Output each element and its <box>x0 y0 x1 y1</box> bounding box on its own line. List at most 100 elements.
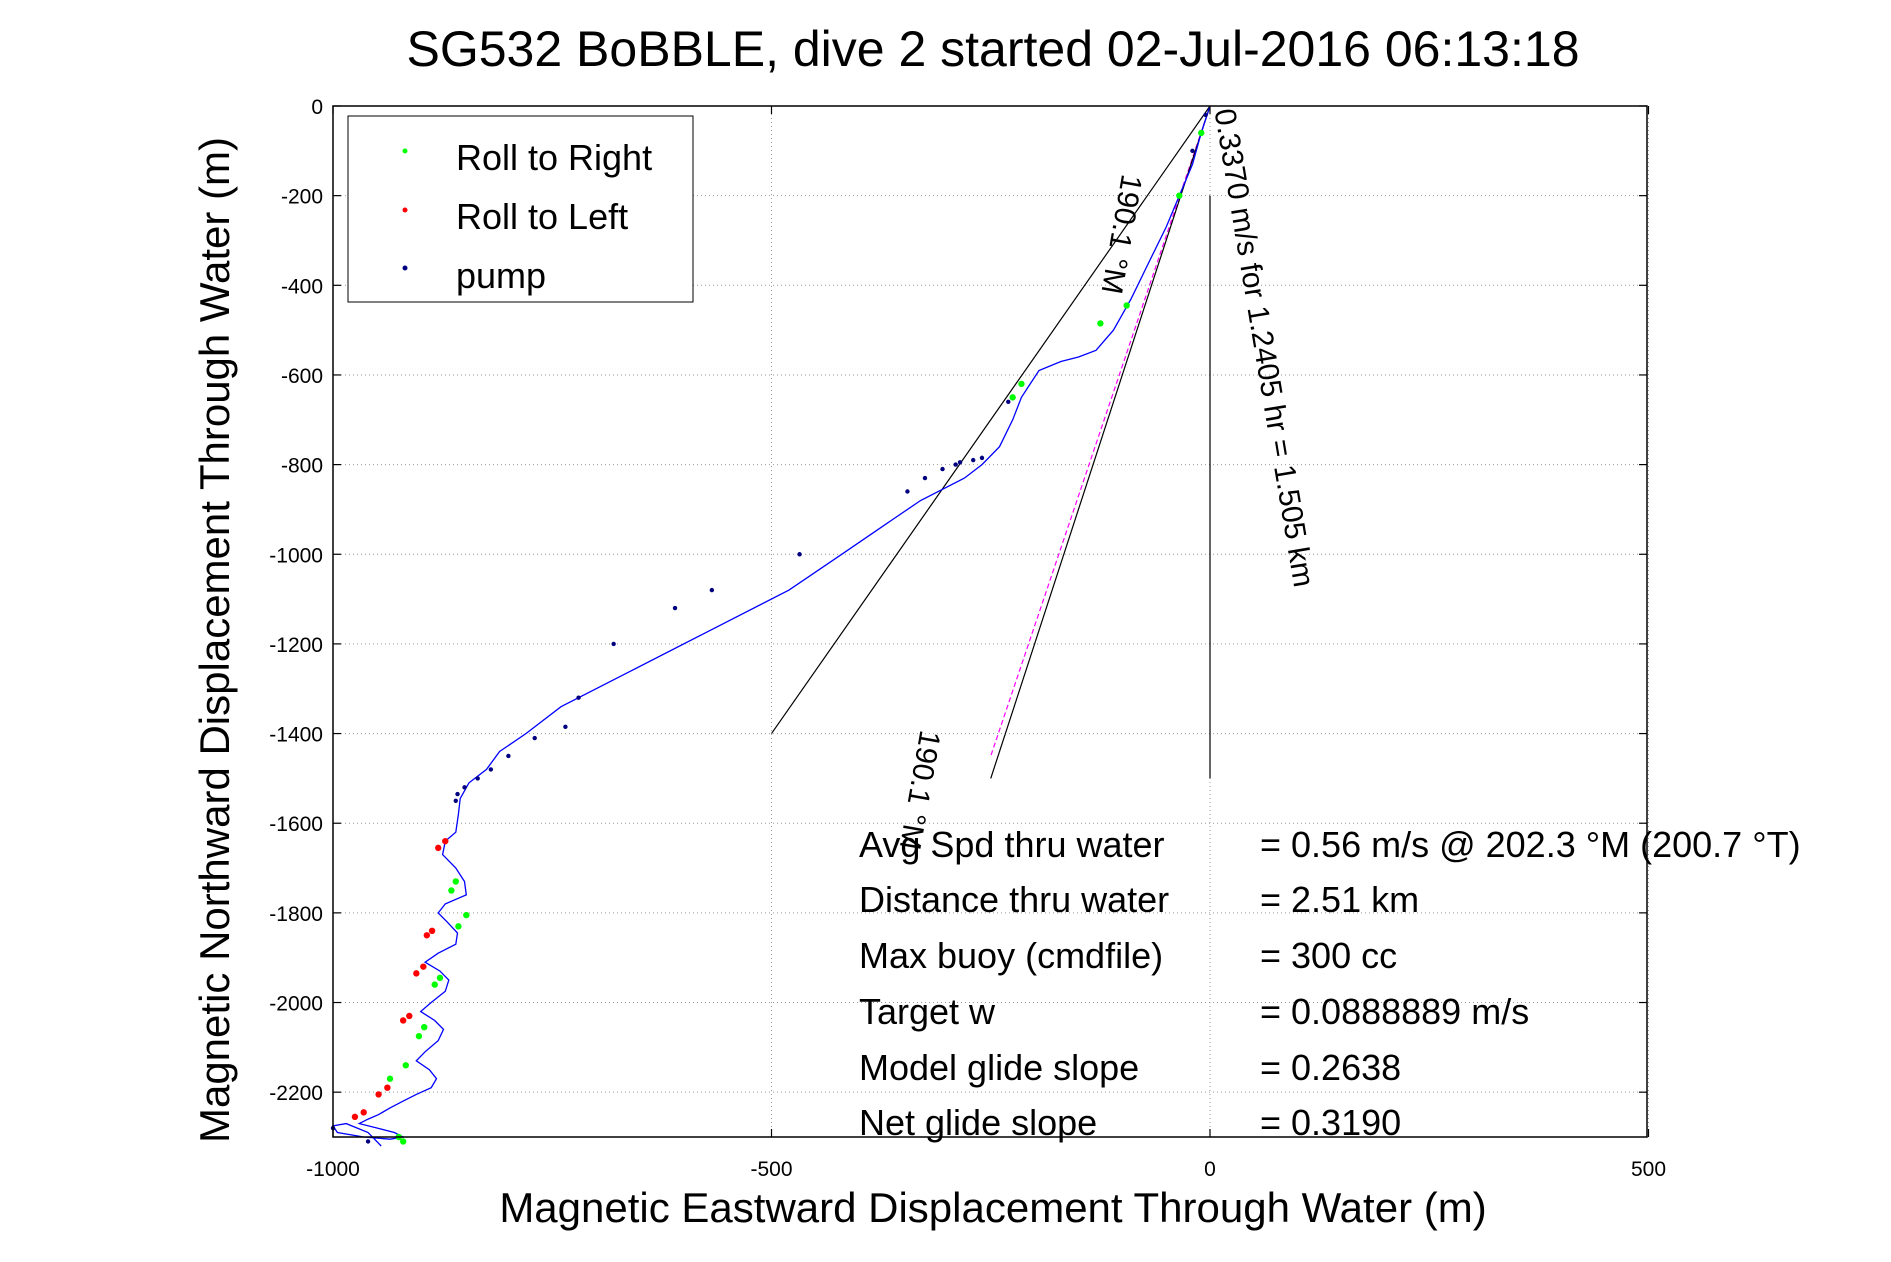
legend: Roll to Right Roll to Left pump <box>347 115 694 303</box>
stat-value-max-buoy: = 300 cc <box>1260 935 1397 976</box>
legend-marker-roll-left <box>402 207 408 213</box>
pump-point <box>979 455 985 461</box>
reference-line <box>771 105 1211 734</box>
pump-point <box>953 462 958 467</box>
stat-label-distance: Distance thru water <box>859 879 1169 920</box>
pump-point <box>922 475 928 481</box>
y-tick-label: -800 <box>281 455 323 478</box>
roll-right-point <box>415 1032 423 1040</box>
legend-item-roll-left: Roll to Left <box>402 196 628 237</box>
roll-left-point <box>351 1113 359 1121</box>
x-tick-label: 500 <box>1631 1158 1666 1181</box>
pump-point <box>672 605 678 611</box>
pump-point <box>940 466 945 472</box>
roll-right-point <box>1123 302 1130 309</box>
stat-value-distance: = 2.51 km <box>1260 879 1419 920</box>
grid <box>332 105 1649 1137</box>
legend-label-roll-left: Roll to Left <box>456 196 628 237</box>
roll-right-point <box>448 887 455 894</box>
roll-left-point <box>360 1109 367 1116</box>
track-layer <box>331 105 1211 1147</box>
legend-label-pump: pump <box>456 255 546 296</box>
pump-point <box>488 767 494 772</box>
x-axis-label: Magnetic Eastward Displacement Through W… <box>499 1184 1486 1231</box>
roll-right-point <box>1176 192 1183 199</box>
pump-point <box>576 695 581 700</box>
y-tick-label: -1800 <box>269 903 323 926</box>
stat-label-target-w: Target w <box>859 991 996 1032</box>
y-axis-label: Magnetic Northward Displacement Through … <box>191 137 238 1143</box>
pump-point <box>506 753 511 759</box>
pump-point <box>611 641 616 647</box>
roll-right-point <box>386 1075 394 1082</box>
roll-right-point <box>431 981 438 988</box>
pump-point <box>563 724 568 730</box>
reference-lines <box>771 105 1211 779</box>
y-tick-label: -600 <box>281 365 323 388</box>
y-tick-label: 0 <box>311 96 323 119</box>
roll-left-point <box>420 963 427 970</box>
x-tick-label: 0 <box>1204 1158 1216 1181</box>
roll-right-point <box>463 911 470 919</box>
roll-left-point <box>375 1091 382 1098</box>
x-tick-label: -500 <box>750 1158 792 1181</box>
roll-right-point <box>1018 380 1025 388</box>
roll-left-point <box>413 970 420 977</box>
pump-point <box>905 489 910 494</box>
y-tick-label: -400 <box>281 275 323 298</box>
y-tick-label: -1200 <box>269 634 323 657</box>
pump-point <box>709 587 715 593</box>
stat-label-avg-spd: Avg Spd thru water <box>859 824 1165 865</box>
y-tick-label: -200 <box>281 186 323 209</box>
pump-point <box>365 1139 371 1144</box>
tick-layer: -1500-1000-50005000-200-400-600-800-1000… <box>269 96 1666 1181</box>
y-tick-label: -1600 <box>269 813 323 836</box>
roll-left-point <box>423 932 431 939</box>
roll-right-point <box>399 1138 407 1145</box>
stat-value-avg-spd: = 0.56 m/s @ 202.3 °M (200.7 °T) <box>1260 824 1801 865</box>
pump-point <box>1190 148 1195 154</box>
roll-left-point <box>442 837 449 845</box>
roll-right-point <box>455 923 462 930</box>
heading-annotation: 190.1 °M <box>1094 172 1147 296</box>
y-tick-label: -2200 <box>269 1082 323 1105</box>
reference-line <box>990 105 1211 779</box>
pump-point <box>971 457 976 463</box>
pump-point <box>1203 112 1208 118</box>
legend-label-roll-right: Roll to Right <box>456 137 652 178</box>
plot-frame <box>332 105 1648 1138</box>
roll-right-point <box>1097 320 1104 327</box>
stat-value-net-glide: = 0.3190 <box>1260 1102 1401 1143</box>
roll-right-point <box>436 974 444 982</box>
x-tick-label: -1000 <box>306 1158 360 1181</box>
stats-block: Avg Spd thru water = 0.56 m/s @ 202.3 °M… <box>859 824 1801 1143</box>
stat-label-net-glide: Net glide slope <box>859 1102 1097 1143</box>
marker-layer <box>330 112 1208 1145</box>
legend-item-roll-right: Roll to Right <box>402 137 652 178</box>
glide-speed-annotation: 0.3370 m/s for 1.2405 hr = 1.505 km <box>1207 106 1320 589</box>
y-tick-label: -2000 <box>269 993 323 1016</box>
pump-point <box>957 460 963 465</box>
roll-right-point <box>402 1062 409 1069</box>
roll-right-point <box>1009 394 1016 401</box>
pump-point <box>1006 399 1011 405</box>
stat-label-model-glide: Model glide slope <box>859 1047 1139 1088</box>
pump-point <box>475 776 480 781</box>
pump-point <box>532 735 537 741</box>
stat-label-max-buoy: Max buoy (cmdfile) <box>859 935 1163 976</box>
roll-right-point <box>452 878 459 885</box>
y-tick-label: -1000 <box>269 544 323 567</box>
y-tick-label: -1400 <box>269 724 323 747</box>
roll-right-point <box>421 1023 428 1031</box>
pump-point <box>453 798 458 804</box>
roll-left-point <box>428 927 436 934</box>
legend-marker-roll-right <box>402 148 408 154</box>
pump-point <box>797 552 802 557</box>
track-series-line <box>331 105 1211 1147</box>
roll-left-point <box>435 844 442 852</box>
legend-item-pump: pump <box>402 255 546 296</box>
legend-marker-pump <box>402 265 408 271</box>
roll-left-point <box>384 1084 391 1091</box>
roll-right-point <box>1198 129 1205 137</box>
